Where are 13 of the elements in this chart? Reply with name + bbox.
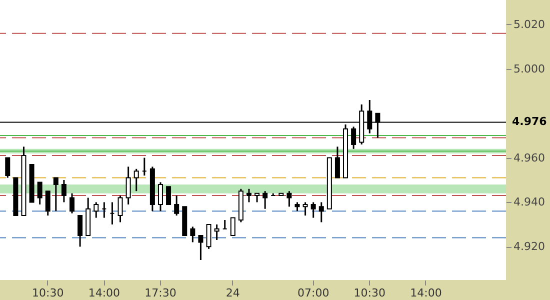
x-tick-label: 14:00 xyxy=(88,286,120,300)
y-tick-label: 5.000 xyxy=(514,62,545,76)
x-tick-label: 17:30 xyxy=(144,286,176,300)
x-tick-label: 07:00 xyxy=(297,286,330,300)
ref-line-label: 4.976 xyxy=(512,115,548,128)
x-tick-label: 14:00 xyxy=(410,286,442,300)
x-tick-label: 10:30 xyxy=(354,286,386,300)
y-tick-label: 5.020 xyxy=(514,18,545,31)
x-tick-label: 10:30 xyxy=(32,286,64,300)
y-tick-label: 4.940 xyxy=(514,196,545,209)
y-tick-label: 4.960 xyxy=(514,151,545,164)
y-tick-label: 4.920 xyxy=(514,240,545,254)
x-tick-label: 24 xyxy=(226,286,240,300)
